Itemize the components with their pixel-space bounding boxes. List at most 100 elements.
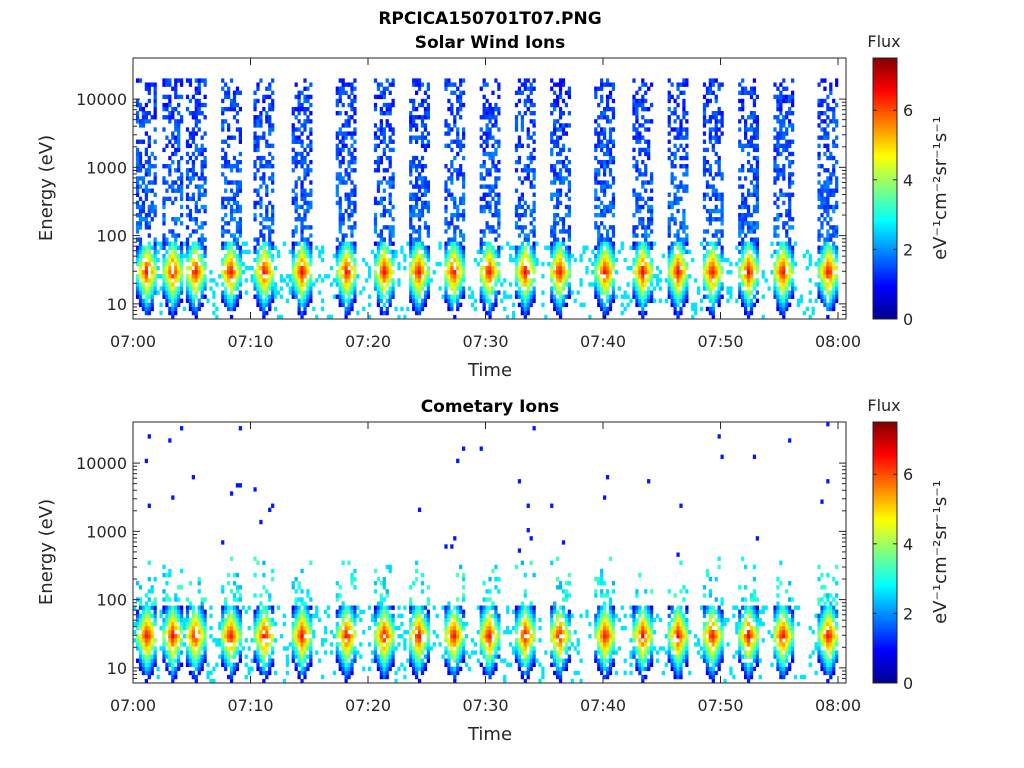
heatmap-cell (829, 270, 833, 275)
heatmap-cell (297, 253, 301, 259)
heatmap-cell (720, 123, 724, 128)
heatmap-cell (306, 294, 310, 299)
heatmap-cell (788, 196, 792, 202)
heatmap-cell (673, 257, 677, 263)
heatmap-cell (673, 127, 677, 132)
heatmap-cell (144, 172, 148, 177)
heatmap-cell (708, 278, 712, 283)
heatmap-cell (644, 278, 648, 283)
heatmap-cell (594, 278, 598, 283)
heatmap-cell (782, 131, 786, 136)
heatmap-cell (450, 249, 454, 255)
heatmap-cell (265, 282, 269, 287)
heatmap-cell (271, 298, 275, 303)
heatmap-cell (782, 286, 786, 291)
heatmap-cell (752, 111, 757, 116)
heatmap-cell (459, 90, 463, 96)
heatmap-cell (379, 257, 383, 263)
heatmap-cell (532, 184, 536, 189)
heatmap-cell (227, 274, 231, 279)
heatmap-cell (829, 253, 833, 259)
heatmap-cell (752, 155, 757, 161)
heatmap-cell (485, 294, 489, 299)
heatmap-cell (532, 245, 536, 250)
heatmap-cell (306, 106, 310, 112)
heatmap-cell (497, 127, 501, 132)
heatmap-cell (558, 151, 563, 157)
heatmap-cell (702, 106, 707, 112)
heatmap-cell (553, 176, 557, 181)
heatmap-cell (494, 123, 498, 128)
heatmap-cell (335, 278, 339, 283)
heatmap-cell (303, 282, 307, 287)
heatmap-cell (755, 135, 759, 140)
heatmap-cell (338, 274, 342, 279)
heatmap-cell (256, 278, 260, 283)
heatmap-cell (244, 290, 248, 295)
heatmap-cell (412, 184, 416, 189)
heatmap-cell (391, 225, 395, 230)
heatmap-cell (250, 274, 254, 279)
heatmap-cell (177, 278, 181, 283)
heatmap-cell (262, 298, 266, 303)
heatmap-cell (438, 286, 442, 291)
heatmap-cell (550, 131, 554, 136)
heatmap-cell (297, 282, 301, 287)
heatmap-cell (376, 188, 381, 193)
heatmap-cell (262, 245, 266, 250)
heatmap-cell (526, 253, 530, 259)
heatmap-cell (459, 245, 463, 250)
heatmap-cell (174, 233, 178, 238)
heatmap-cell (779, 278, 783, 283)
heatmap-cell (832, 143, 836, 149)
heatmap-cell (297, 290, 301, 295)
heatmap-cell (605, 270, 610, 275)
heatmap-cell (644, 253, 648, 259)
heatmap-cell (679, 249, 683, 255)
heatmap-cell (567, 111, 571, 116)
heatmap-cell (391, 102, 395, 108)
heatmap-cell (835, 102, 839, 108)
heatmap-cell (347, 278, 351, 283)
heatmap-cell (746, 282, 751, 287)
heatmap-cell (224, 270, 228, 275)
heatmap-cell (682, 282, 686, 287)
heatmap-cell (711, 127, 715, 132)
heatmap-cell (785, 257, 789, 263)
heatmap-cell (796, 298, 801, 303)
heatmap-cell (412, 245, 416, 250)
heatmap-cell (788, 208, 792, 214)
heatmap-cell (673, 111, 677, 116)
heatmap-cell (180, 115, 184, 120)
heatmap-cell (711, 286, 715, 291)
heatmap-cell (306, 290, 310, 295)
heatmap-cell (491, 306, 495, 312)
heatmap-cell (482, 282, 486, 287)
heatmap-cell (741, 192, 745, 197)
heatmap-cell (632, 229, 636, 234)
heatmap-cell (235, 184, 240, 189)
heatmap-cell (823, 151, 827, 157)
heatmap-cell (805, 265, 809, 271)
heatmap-cell (488, 127, 492, 132)
heatmap-cell (141, 245, 146, 250)
heatmap-cell (338, 221, 342, 226)
heatmap-cell (553, 164, 557, 169)
heatmap-cell (647, 204, 651, 210)
heatmap-cell (779, 282, 783, 287)
heatmap-cell (808, 298, 812, 303)
heatmap-cell (456, 257, 460, 263)
heatmap-cell (300, 274, 304, 279)
heatmap-cell (673, 290, 677, 295)
heatmap-cell (288, 278, 292, 283)
heatmap-cell (144, 306, 148, 312)
heatmap-cell (388, 184, 392, 189)
heatmap-cell (459, 294, 463, 299)
heatmap-cell (191, 294, 195, 299)
heatmap-cell (553, 90, 557, 96)
heatmap-cell (523, 265, 527, 271)
heatmap-cell (667, 115, 671, 120)
heatmap-cell (162, 217, 166, 222)
heatmap-cell (817, 151, 821, 157)
heatmap-cell (482, 78, 486, 83)
